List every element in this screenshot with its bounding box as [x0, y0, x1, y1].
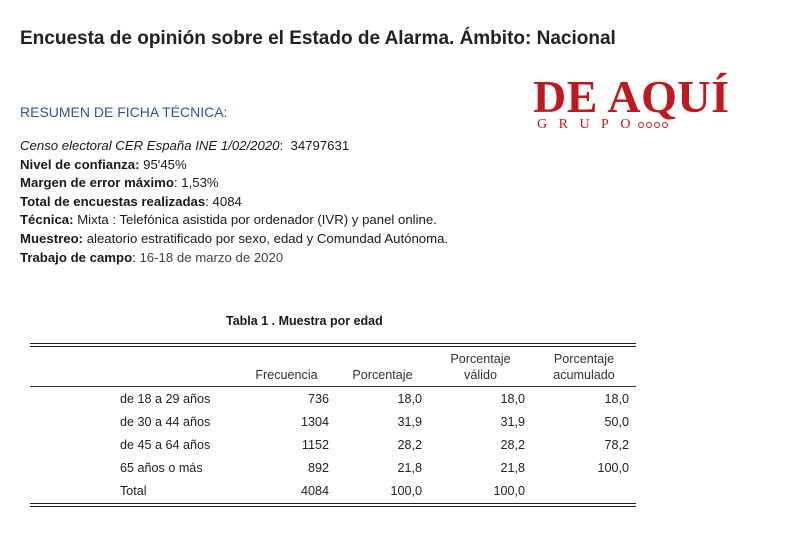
spec-label: Técnica: [20, 212, 74, 228]
table-row: 65 años o más 892 21,8 21,8 100,0 [30, 457, 636, 480]
header-empty [30, 345, 237, 387]
table-header-row: Frecuencia Porcentaje Porcentaje válido P… [30, 345, 636, 387]
spec-label: Trabajo de campo [20, 249, 133, 265]
spec-value: 34797631 [290, 138, 350, 153]
cell-porcentaje-acumulado: 50,0 [604, 414, 629, 429]
cell-porcentaje: 31,9 [397, 414, 422, 429]
page-title: Encuesta de opinión sobre el Estado de A… [20, 28, 616, 49]
cell-frecuencia: 4084 [300, 484, 329, 499]
ficha-tecnica-list: Censo electoral CER España INE 1/02/2020… [20, 137, 448, 267]
cell-porcentaje-valido: 18,0 [500, 391, 525, 406]
cell-porcentaje-valido: 21,8 [500, 461, 525, 476]
table-row: de 45 a 64 años 1152 28,2 28,2 78,2 [30, 433, 636, 456]
table-row: de 18 a 29 años 736 18,0 18,0 18,0 [30, 387, 636, 411]
spec-value: 16-18 de marzo de 2020 [139, 249, 284, 265]
cell-porcentaje-valido: 31,9 [500, 414, 525, 429]
cell-porcentaje: 21,8 [397, 461, 422, 476]
header-porcentaje-valido: Porcentaje válido [429, 345, 532, 387]
spec-trabajo-campo: Trabajo de campo: 16-18 de marzo de 2020 [20, 249, 284, 265]
spec-margen-error: Margen de error máximo: 1,53% [20, 175, 219, 191]
grupo-de-aqui-logo: DE AQUÍ GRUPO [533, 71, 730, 133]
cell-frecuencia: 1152 [301, 437, 329, 452]
cell-frecuencia: 736 [307, 391, 329, 406]
cell-frecuencia: 1304 [300, 414, 329, 429]
header-frecuencia: Frecuencia [237, 345, 336, 387]
row-label: de 18 a 29 años [120, 391, 211, 406]
cell-porcentaje-acumulado: 78,2 [604, 437, 629, 452]
table-row: de 30 a 44 años 1304 31,9 31,9 50,0 [30, 410, 636, 433]
ficha-tecnica-heading: RESUMEN DE FICHA TÉCNICA: [20, 104, 228, 120]
spec-censo: Censo electoral CER España INE 1/02/2020… [20, 138, 350, 153]
spec-value: 95'45% [143, 156, 187, 172]
age-sample-table: Frecuencia Porcentaje Porcentaje válido P… [30, 343, 636, 507]
header-porcentaje-acumulado: Porcentaje acumulado [532, 345, 636, 387]
spec-value: Mixta : Telefónica asistida por ordenado… [77, 212, 437, 228]
spec-label: Total de encuestas realizadas [20, 193, 206, 209]
table-caption: Tabla 1 . Muestra por edad [226, 314, 383, 328]
logo-subtext: GRUPO [537, 117, 642, 132]
row-label: 65 años o más [120, 461, 203, 476]
cell-frecuencia: 892 [307, 461, 329, 476]
cell-porcentaje-acumulado: 18,0 [604, 391, 629, 406]
cell-porcentaje-valido: 100,0 [493, 484, 525, 499]
spec-label: Margen de error máximo [20, 175, 174, 191]
row-label: Total [120, 484, 147, 499]
spec-value: 1,53% [181, 175, 219, 191]
cell-porcentaje: 18,0 [397, 391, 422, 406]
spec-label: Censo electoral CER España INE 1/02/2020 [20, 138, 280, 153]
header-porcentaje: Porcentaje [336, 345, 429, 387]
spec-value: aleatorio estratificado por sexo, edad y… [86, 230, 449, 246]
spec-confianza: Nivel de confianza: 95'45% [20, 156, 187, 172]
spec-muestreo: Muestreo: aleatorio estratificado por se… [20, 230, 448, 249]
cell-porcentaje: 28,2 [397, 437, 422, 452]
spec-total-encuestas: Total de encuestas realizadas: 4084 [20, 193, 242, 209]
logo-dots-icon [637, 122, 668, 128]
spec-value: 4084 [212, 193, 242, 209]
row-label: de 45 a 64 años [120, 437, 211, 452]
logo-subline: GRUPO [533, 117, 723, 133]
cell-porcentaje: 100,0 [390, 484, 422, 499]
spec-label: Nivel de confianza [20, 156, 136, 172]
table-row-total: Total 4084 100,0 100,0 [30, 480, 636, 505]
spec-label: Muestreo: [20, 230, 84, 246]
cell-porcentaje-acumulado: 100,0 [597, 461, 629, 476]
spec-tecnica: Técnica: Mixta : Telefónica asistida por… [20, 211, 448, 230]
logo-wordmark: DE AQUÍ [533, 71, 730, 122]
cell-porcentaje-valido: 28,2 [500, 437, 525, 452]
row-label: de 30 a 44 años [120, 414, 211, 429]
cell-porcentaje-acumulado [532, 480, 636, 505]
